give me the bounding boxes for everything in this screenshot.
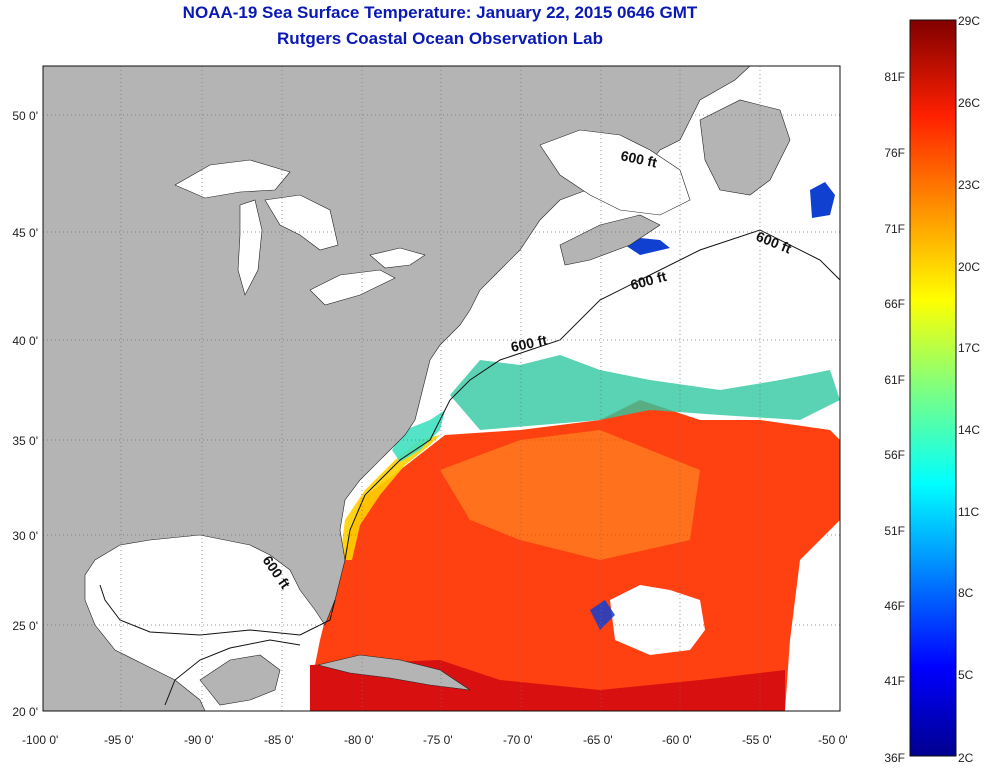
colorbar-celsius-label: 11C (958, 505, 979, 519)
colorbar-fahrenheit-label: 51F (884, 524, 905, 538)
colorbar-fahrenheit-label: 66F (884, 297, 905, 311)
lat-tick-label: 35 0' (12, 434, 38, 448)
lon-tick-label: -60 0' (662, 733, 692, 747)
colorbar-celsius-label: 20C (958, 260, 980, 274)
lon-tick-label: -90 0' (184, 733, 214, 747)
colorbar-celsius-label: 5C (958, 668, 974, 682)
colorbar-fahrenheit-label: 56F (884, 448, 905, 462)
map-subtitle: Rutgers Coastal Ocean Observation Lab (277, 29, 603, 48)
colorbar-fahrenheit-label: 36F (884, 751, 905, 765)
map-frame (42, 65, 841, 712)
lon-tick-label: -65 0' (583, 733, 613, 747)
contour-label: 600 ft (619, 147, 658, 170)
colorbar-celsius-label: 17C (958, 341, 980, 355)
lon-tick-label: -85 0' (264, 733, 294, 747)
colorbar-celsius-label: 26C (958, 96, 980, 110)
lon-tick-label: -95 0' (104, 733, 134, 747)
sst-slope-scatter (450, 355, 840, 430)
graticule-grid (43, 66, 840, 711)
sst-orange-patch (440, 430, 700, 560)
lon-tick-label: -75 0' (423, 733, 453, 747)
lon-tick-label: -70 0' (503, 733, 533, 747)
colorbar-fahrenheit-label: 61F (884, 373, 905, 387)
colorbar-fahrenheit-label: 71F (884, 222, 905, 236)
nova-scotia-land (559, 214, 661, 266)
lon-tick-label: -50 0' (818, 733, 848, 747)
temperature-colorbar (909, 19, 957, 757)
colorbar-fahrenheit-label: 41F (884, 674, 905, 688)
sst-coastal-cool (392, 410, 445, 462)
st-lawrence-gulf (539, 129, 691, 216)
colorbar-fahrenheit-label: 81F (884, 70, 905, 84)
lat-tick-label: 45 0' (12, 226, 38, 240)
sst-gulfstream-edge (340, 435, 440, 560)
great-lakes (174, 159, 426, 306)
colorbar-celsius-label: 2C (958, 751, 974, 765)
colorbar-celsius-label: 8C (958, 586, 974, 600)
lon-tick-label: -100 0' (22, 733, 58, 747)
sst-cloud-hole (610, 585, 705, 655)
colorbar-fahrenheit-label: 76F (884, 146, 905, 160)
colorbar-celsius-label: 29C (958, 14, 980, 28)
lat-tick-label: 25 0' (12, 619, 38, 633)
lat-tick-label: 20 0' (12, 705, 38, 719)
sst-blue-patch-canada (810, 182, 835, 218)
lon-tick-label: -80 0' (344, 733, 374, 747)
contour-label: 600 ft (509, 332, 548, 355)
newfoundland-land (699, 99, 791, 196)
depth-contour-gulf (164, 639, 301, 706)
lat-tick-label: 50 0' (12, 109, 38, 123)
yucatan-land (199, 654, 281, 706)
lat-tick-label: 30 0' (12, 529, 38, 543)
cuba-land (317, 654, 471, 691)
map-title: NOAA-19 Sea Surface Temperature: January… (182, 3, 698, 22)
colorbar-celsius-label: 23C (958, 178, 980, 192)
lat-tick-label: 40 0' (12, 334, 38, 348)
sst-blue-patch-gulf (625, 238, 670, 255)
colorbar-celsius-label: 14C (958, 423, 980, 437)
colorbar-fahrenheit-label: 46F (884, 599, 905, 613)
sst-warm-field (310, 400, 840, 711)
lon-tick-label: -55 0' (742, 733, 772, 747)
sst-blue-patch (590, 600, 615, 630)
